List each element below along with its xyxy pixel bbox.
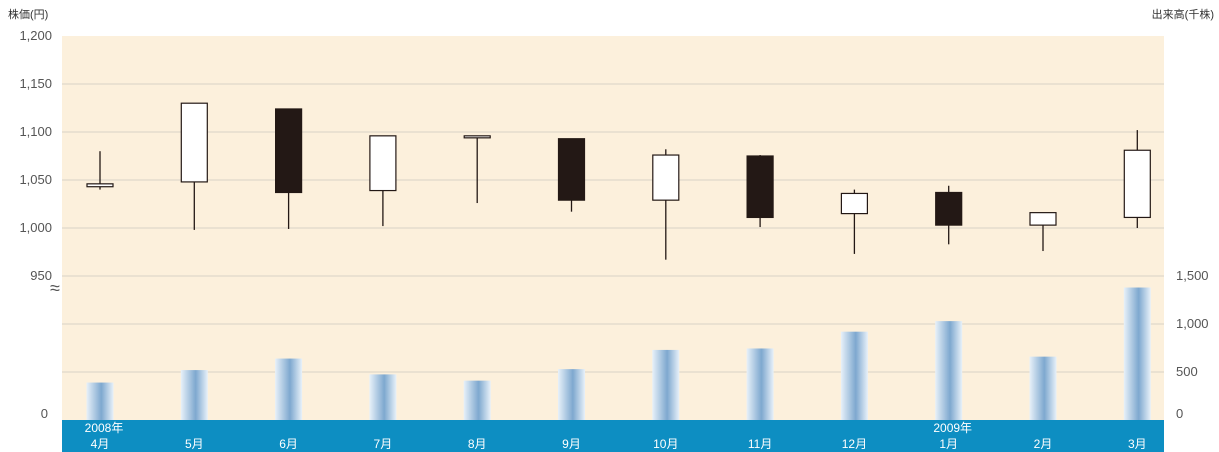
year-label: 2008年 — [85, 421, 124, 435]
volume-bar — [935, 321, 963, 420]
candle-body — [180, 102, 208, 183]
month-label: 5月 — [185, 437, 204, 451]
year-label: 2009年 — [933, 421, 972, 435]
price-candles — [86, 102, 1151, 260]
candle-body — [840, 192, 869, 215]
month-label: 1月 — [939, 437, 958, 451]
price-tick-label: 1,150 — [19, 76, 52, 91]
candle-body — [275, 108, 303, 194]
price-tick-label: 950 — [30, 268, 52, 283]
month-label: 11月 — [748, 437, 772, 451]
price-tick-label: 1,000 — [19, 220, 52, 235]
volume-bar — [86, 382, 114, 420]
price-tick-label: 1,200 — [19, 28, 52, 43]
month-axis-band — [62, 420, 1164, 452]
volume-bar — [1029, 356, 1057, 420]
volume-bar — [1123, 287, 1151, 420]
candle-body — [463, 135, 491, 139]
left-axis-title: 株価(円) — [8, 7, 48, 21]
volume-bar — [463, 380, 491, 420]
candle-body — [557, 138, 586, 201]
volume-bar — [369, 374, 397, 420]
volume-tick-label: 0 — [1176, 406, 1183, 421]
month-label: 9月 — [562, 437, 581, 451]
month-label: 7月 — [374, 437, 393, 451]
volume-bar — [558, 369, 585, 420]
volume-bar — [840, 331, 868, 420]
candle-body — [1123, 149, 1151, 219]
volume-bar — [275, 358, 303, 420]
month-label: 10月 — [653, 437, 678, 451]
price-tick-label: 1,100 — [19, 124, 52, 139]
volume-tick-label: 1,000 — [1176, 316, 1209, 331]
grid-lines — [62, 83, 1164, 373]
candle-body — [1029, 212, 1057, 226]
candle-body — [652, 154, 680, 201]
volume-zero-label: 0 — [41, 406, 48, 421]
month-label: 3月 — [1128, 437, 1147, 451]
month-label: 4月 — [91, 437, 110, 451]
volume-bar — [746, 348, 774, 420]
month-label: 6月 — [279, 437, 298, 451]
month-label: 12月 — [842, 437, 867, 451]
volume-bar — [180, 370, 208, 420]
candle-body — [746, 155, 774, 219]
month-label: 2月 — [1034, 437, 1053, 451]
right-axis-title: 出来高(千株) — [1152, 7, 1214, 21]
volume-tick-label: 500 — [1176, 364, 1198, 379]
volume-bars — [86, 287, 1151, 420]
volume-bar — [652, 349, 680, 420]
candle-body — [369, 135, 397, 192]
axis-break-symbol: ≈ — [50, 278, 60, 298]
month-label: 8月 — [468, 437, 487, 451]
candle-body — [86, 183, 114, 188]
candle-body — [935, 191, 963, 226]
axis-labels: 株価(円) 出来高(千株) ≈ 1,200 1,150 1,100 1,050 1,00… — [8, 7, 1214, 451]
price-tick-label: 1,050 — [19, 172, 52, 187]
volume-tick-label: 1,500 — [1176, 268, 1209, 283]
